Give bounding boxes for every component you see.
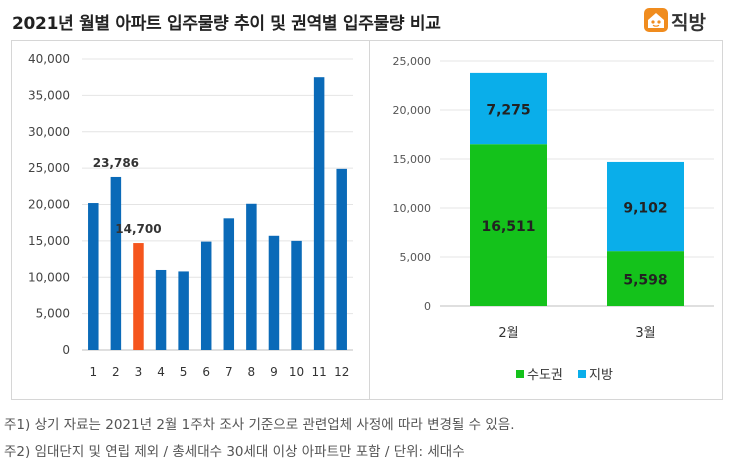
y-tick-label: 15,000 [28, 234, 70, 248]
brand-logo: 직방 [643, 6, 723, 34]
x-tick-label: 1 [89, 365, 97, 379]
data-label: 7,275 [486, 103, 530, 119]
footnote-1: 주1) 상기 자료는 2021년 2월 1주차 조사 기준으로 관련업체 사정에… [4, 417, 515, 433]
x-tick-label: 2 [112, 365, 120, 379]
y-tick-label: 30,000 [28, 125, 70, 139]
monthly-supply-chart: 0 5,000 10,000 15,000 20,000 25,000 30,000 35,0… [28, 52, 353, 379]
bar-month-6 [200, 241, 212, 350]
y-tick-label: 40,000 [28, 52, 70, 66]
x-tick-label: 3월 [635, 326, 655, 341]
legend-label: 지방 [589, 368, 613, 383]
data-label: 5,598 [623, 273, 667, 289]
x-tick-label: 7 [225, 365, 233, 379]
bar-3월-수도권 [607, 251, 684, 306]
bar-month-5 [178, 271, 189, 350]
x-tick-label: 9 [270, 365, 278, 379]
y-tick-label: 25,000 [393, 55, 432, 68]
bar-month-1 [88, 203, 99, 350]
data-label: 14,700 [115, 222, 161, 236]
y-tick-label: 20,000 [393, 104, 432, 117]
footnote-2: 주2) 임대단지 및 연립 제외 / 총세대수 30세대 이상 아파트만 포함 … [4, 444, 465, 460]
data-label: 23,786 [93, 156, 139, 170]
brand-name: 직방 [671, 12, 706, 34]
legend-swatch-지방 [578, 370, 586, 378]
y-tick-label: 10,000 [393, 202, 432, 215]
data-label: 16,511 [481, 219, 535, 235]
x-tick-label: 5 [180, 365, 188, 379]
panel-divider [369, 41, 370, 399]
regional-supply-chart: 0 5,000 10,000 15,000 20,000 25,000 16,511 7,27… [393, 55, 714, 383]
bar-month-7 [223, 218, 235, 350]
bar-month-9 [268, 235, 280, 350]
x-tick-label: 11 [311, 365, 326, 379]
x-tick-label: 10 [289, 365, 304, 379]
y-tick-label: 0 [62, 343, 70, 357]
bar-2월-지방 [470, 72, 547, 145]
header: 2021년 월별 아파트 입주물량 추이 및 권역별 입주물량 비교 직방 [0, 0, 730, 40]
bar-month-4 [155, 269, 167, 350]
x-tick-label: 2월 [498, 326, 518, 341]
bar-month-3 [133, 243, 144, 350]
bar-month-11 [313, 77, 325, 350]
y-tick-label: 25,000 [28, 161, 70, 175]
page-title: 2021년 월별 아파트 입주물량 추이 및 권역별 입주물량 비교 [12, 14, 441, 34]
x-tick-label: 8 [248, 365, 256, 379]
y-tick-label: 15,000 [393, 153, 432, 166]
legend-swatch-수도권 [516, 370, 524, 378]
house-icon [644, 8, 668, 32]
footnotes: 주1) 상기 자료는 2021년 2월 1주차 조사 기준으로 관련업체 사정에… [4, 412, 515, 466]
bar-3월-지방 [607, 161, 684, 252]
bar-2월-수도권 [470, 144, 547, 306]
x-tick-label: 3 [135, 365, 143, 379]
bar-month-2 [110, 176, 122, 350]
y-tick-label: 0 [424, 300, 431, 313]
bar-month-8 [246, 203, 257, 350]
y-tick-label: 5,000 [36, 307, 70, 321]
x-tick-label: 4 [157, 365, 165, 379]
y-tick-label: 5,000 [400, 251, 432, 264]
x-tick-label: 12 [334, 365, 349, 379]
x-tick-label: 6 [202, 365, 210, 379]
charts-panel: 0 5,000 10,000 15,000 20,000 25,000 30,000 35,0… [11, 40, 723, 400]
legend-label: 수도권 [527, 368, 563, 383]
bar-month-12 [336, 168, 347, 350]
y-tick-label: 20,000 [28, 198, 70, 212]
y-tick-label: 10,000 [28, 270, 70, 284]
bar-month-10 [291, 240, 302, 350]
y-tick-label: 35,000 [28, 88, 70, 102]
data-label: 9,102 [623, 201, 667, 217]
